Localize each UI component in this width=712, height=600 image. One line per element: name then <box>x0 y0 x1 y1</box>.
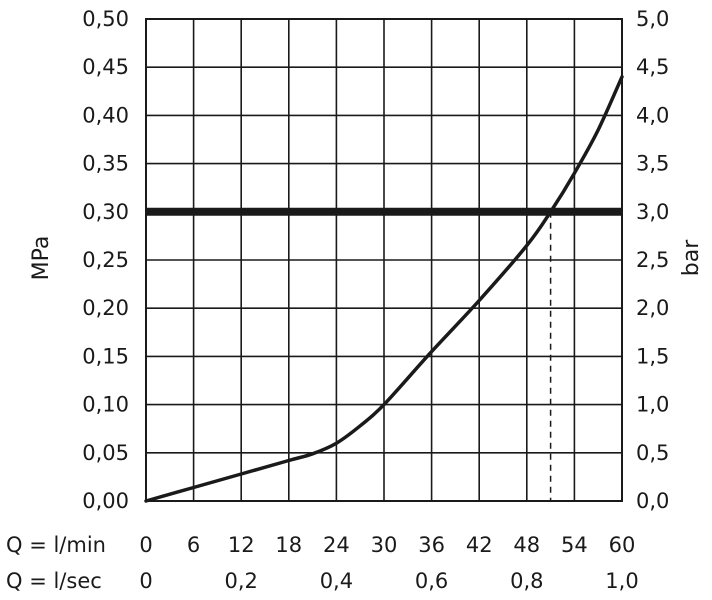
x-tick-label-lmin: 48 <box>513 533 540 557</box>
left-y-tick-label: 0,05 <box>82 441 129 465</box>
right-y-tick-label: 1,0 <box>636 393 669 417</box>
x-tick-label-lsec: 1,0 <box>605 569 638 593</box>
x-tick-label-lmin: 12 <box>228 533 255 557</box>
right-y-tick-label: 4,5 <box>636 55 669 79</box>
series-line <box>144 75 624 503</box>
x-tick-label-lmin: 24 <box>323 533 350 557</box>
left-y-tick-label: 0,25 <box>82 248 129 272</box>
grid-lines <box>146 19 622 501</box>
right-y-tick-label: 2,0 <box>636 296 669 320</box>
x-tick-label-lmin: 36 <box>418 533 445 557</box>
left-y-tick-label: 0,00 <box>82 489 129 513</box>
left-y-tick-label: 0,30 <box>82 200 129 224</box>
right-y-tick-label: 0,5 <box>636 441 669 465</box>
x-tick-label-lmin: 6 <box>187 533 200 557</box>
left-y-tick-label: 0,10 <box>82 393 129 417</box>
x-tick-label-lsec: 0,8 <box>510 569 543 593</box>
x-tick-label-lsec: 0,6 <box>415 569 448 593</box>
left-y-tick-label: 0,50 <box>82 7 129 31</box>
x-axis-title-lsec: Q = l/sec <box>6 569 102 593</box>
right-y-tick-label: 5,0 <box>636 7 669 31</box>
left-y-tick-label: 0,15 <box>82 344 129 368</box>
right-y-tick-label: 3,0 <box>636 200 669 224</box>
left-y-tick-label: 0,20 <box>82 296 129 320</box>
x-tick-label-lmin: 42 <box>466 533 493 557</box>
left-y-tick-label: 0,40 <box>82 103 129 127</box>
right-y-tick-label: 4,0 <box>636 103 669 127</box>
right-y-tick-label: 2,5 <box>636 248 669 272</box>
left-y-tick-label: 0,35 <box>82 152 129 176</box>
x-tick-label-lmin: 0 <box>139 533 152 557</box>
right-axis-title: bar <box>679 239 704 276</box>
x-axis-title-lmin: Q = l/min <box>6 533 106 557</box>
x-tick-label-lmin: 54 <box>561 533 588 557</box>
tick-labels: 0 6 12 18 24 30 36 42 48 54 60 0,00 0,0 0,05 0,5 0,10 1,… <box>82 7 669 593</box>
x-tick-label-lsec: 0,2 <box>224 569 257 593</box>
left-y-tick-label: 0,45 <box>82 55 129 79</box>
x-tick-label-lmin: 60 <box>609 533 636 557</box>
left-axis-title: MPa <box>29 236 54 281</box>
x-tick-label-lmin: 30 <box>371 533 398 557</box>
right-y-tick-label: 1,5 <box>636 344 669 368</box>
x-tick-label-lsec: 0,4 <box>320 569 353 593</box>
x-tick-label-lmin: 18 <box>275 533 302 557</box>
plot-frame <box>145 18 623 502</box>
x-tick-label-lsec: 0 <box>139 569 152 593</box>
right-y-tick-label: 0,0 <box>636 489 669 513</box>
right-y-tick-label: 3,5 <box>636 152 669 176</box>
